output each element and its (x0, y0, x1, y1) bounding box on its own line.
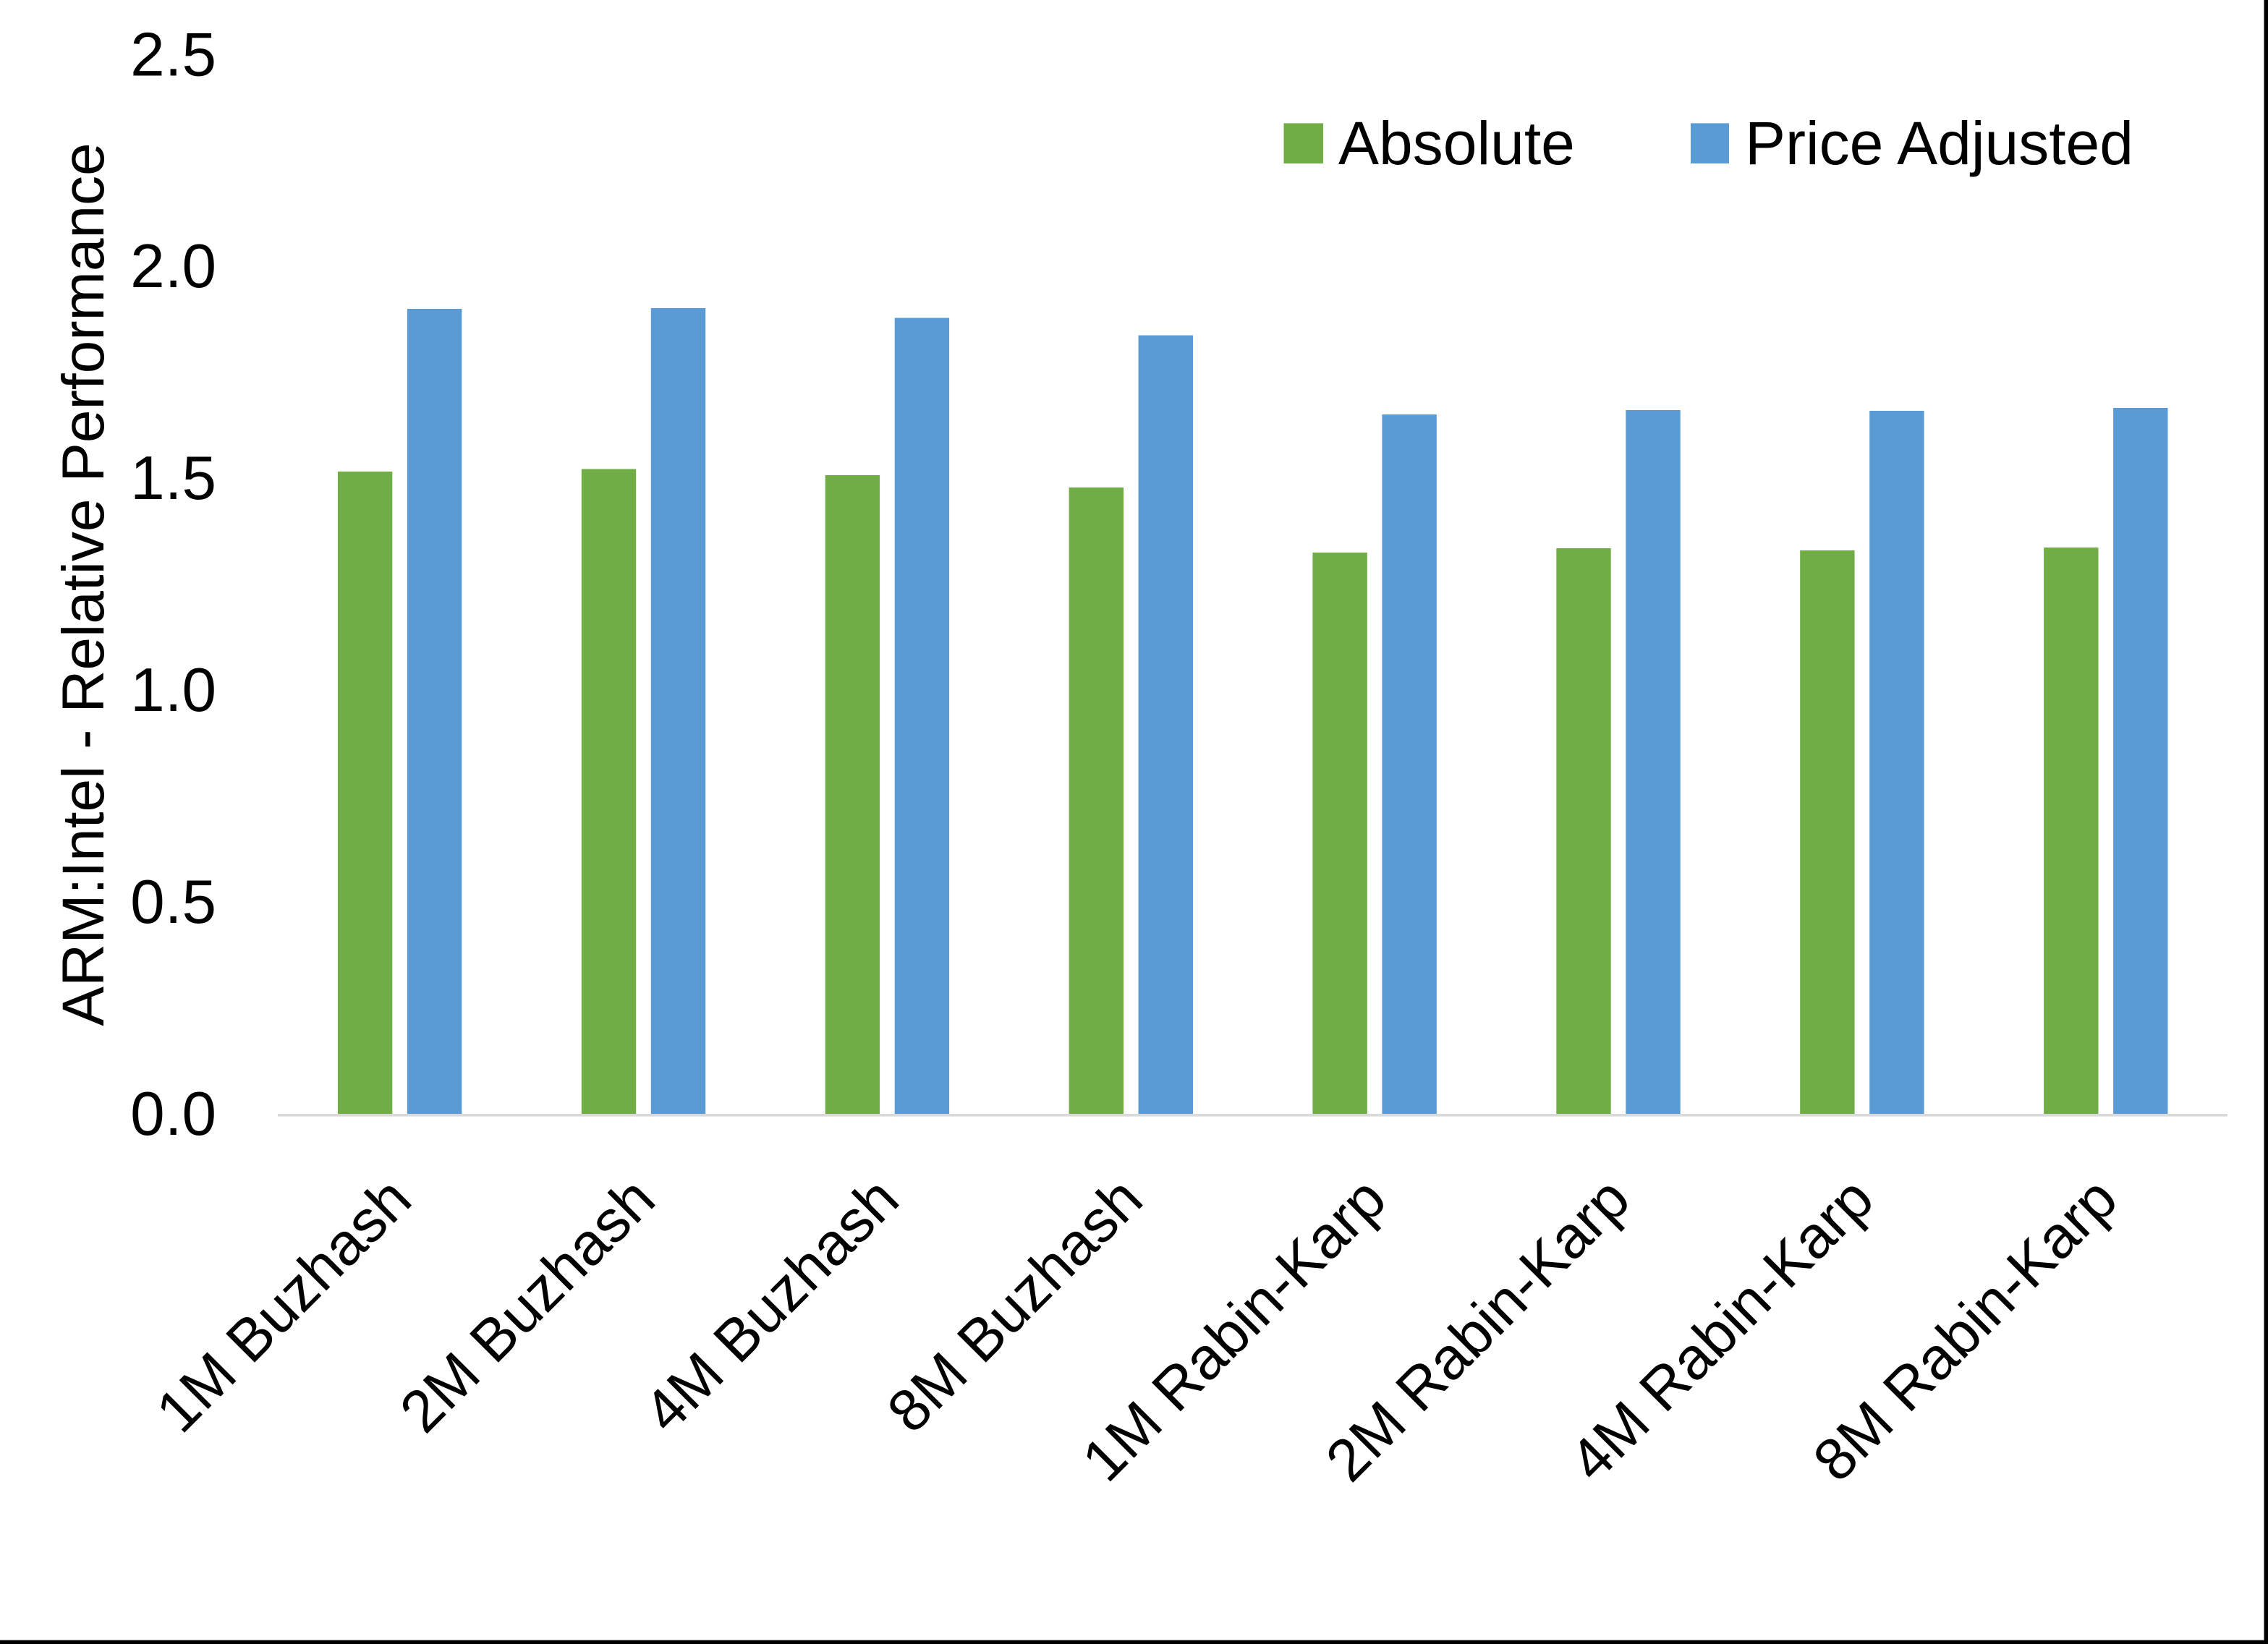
svg-text:0.5: 0.5 (130, 868, 216, 937)
svg-text:1.0: 1.0 (130, 656, 216, 725)
svg-text:2.5: 2.5 (130, 20, 216, 89)
svg-text:0.0: 0.0 (130, 1080, 216, 1149)
svg-text:ARM:Intel - Relative Performan: ARM:Intel - Relative Performance (51, 142, 116, 1026)
svg-text:2.0: 2.0 (130, 232, 216, 301)
svg-text:Price Adjusted: Price Adjusted (1745, 109, 2133, 177)
svg-text:1.5: 1.5 (130, 444, 216, 513)
svg-text:Absolute: Absolute (1338, 109, 1575, 177)
